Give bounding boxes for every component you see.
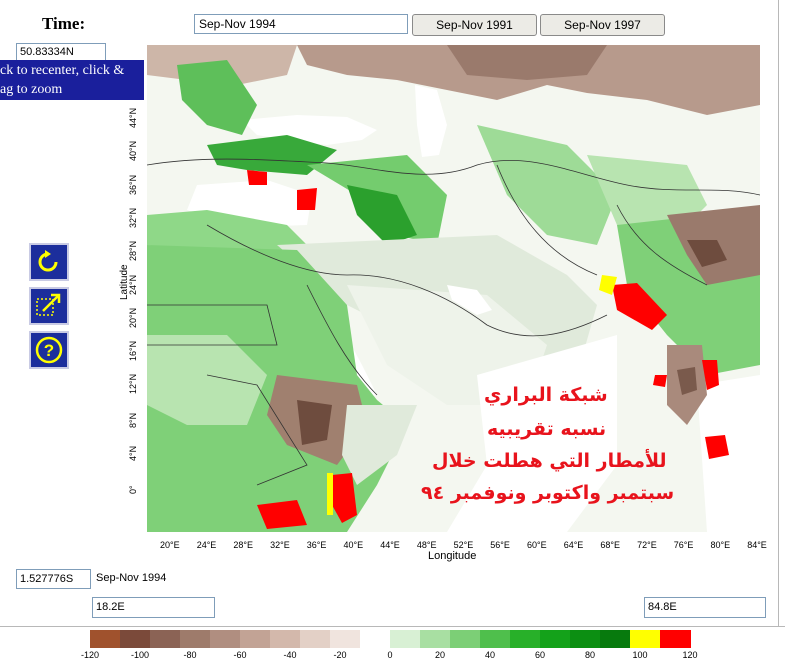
- bottom-latitude-field[interactable]: 1.527776S: [16, 569, 91, 589]
- colorbar-label: -60: [233, 650, 247, 660]
- lon-tick-label: 24°E: [196, 540, 217, 550]
- tooltip-line-2: ag to zoom: [0, 82, 63, 97]
- lon-tick-label: 28°E: [233, 540, 254, 550]
- zoom-out-icon: [36, 293, 61, 316]
- lat-tick-label: 36°N: [128, 174, 138, 195]
- lat-tick-label: 16°N: [128, 340, 138, 362]
- help-button[interactable]: ?: [29, 331, 69, 369]
- colorbar-swatch: [420, 630, 451, 648]
- lon-tick-label: 68°E: [600, 540, 621, 550]
- colorbar-swatch: [360, 630, 391, 648]
- colorbar-swatch: [300, 630, 331, 648]
- lon-tick-label: 52°E: [453, 540, 474, 550]
- lat-tick-label: 4°N: [128, 445, 138, 461]
- window-edge-bottom: [0, 626, 785, 627]
- colorbar-label: 40: [484, 650, 495, 660]
- lat-tick-label: 24°N: [128, 274, 138, 295]
- bottom-time-label: Sep-Nov 1994: [96, 572, 167, 584]
- prev-period-button[interactable]: Sep-Nov 1991: [412, 14, 537, 36]
- colorbar-label: 0: [387, 650, 393, 660]
- time-input[interactable]: [194, 14, 408, 34]
- help-icon: ?: [35, 336, 63, 364]
- annotation-line-1: شبكة البراري: [484, 384, 608, 406]
- lon-tick-label: 44°E: [380, 540, 400, 550]
- time-label: Time:: [42, 14, 86, 33]
- zoom-out-button[interactable]: [29, 287, 69, 325]
- lon-tick-label: 36°E: [306, 540, 327, 550]
- left-longitude-field[interactable]: 18.2E: [92, 597, 215, 618]
- colorbar-swatch: [450, 630, 481, 648]
- colorbar-swatch: [570, 630, 601, 648]
- lat-tick-label: 28°N: [128, 241, 138, 262]
- colorbar-swatch: [210, 630, 241, 648]
- lon-tick-label: 48°E: [416, 540, 437, 550]
- lat-tick-label: 12°N: [128, 374, 138, 395]
- window-edge-right: [778, 0, 779, 626]
- lat-tick-label: 32°N: [128, 207, 138, 228]
- colorbar-swatch: [660, 630, 691, 648]
- tooltip-line-1: ck to recenter, click &: [0, 63, 125, 78]
- rainfall-map[interactable]: [147, 45, 760, 532]
- lat-tick-label: 20°N: [128, 307, 138, 328]
- longitude-axis-label: Longitude: [428, 550, 477, 562]
- colorbar-swatch: [180, 630, 211, 648]
- colorbar-label: -100: [130, 650, 149, 660]
- lat-tick-label: 8°N: [128, 412, 138, 428]
- colorbar-swatch: [120, 630, 151, 648]
- refresh-button[interactable]: [29, 243, 69, 281]
- lon-tick-label: 20°E: [160, 540, 180, 550]
- colorbar-label: -120: [80, 650, 99, 660]
- colorbar-swatch: [540, 630, 571, 648]
- colorbar-swatch: [390, 630, 421, 648]
- lon-tick-label: 64°E: [563, 540, 584, 550]
- colorbar-label: 120: [682, 650, 698, 660]
- colorbar-label: 20: [434, 650, 445, 660]
- colorbar-label: -20: [333, 650, 347, 660]
- svg-text:?: ?: [44, 341, 54, 360]
- lon-tick-label: 76°E: [673, 540, 694, 550]
- lon-tick-label: 84°E: [747, 540, 767, 550]
- right-longitude-field[interactable]: 84.8E: [644, 597, 766, 618]
- colorbar-swatch: [630, 630, 661, 648]
- colorbar-swatch: [600, 630, 631, 648]
- colorbar-swatch: [510, 630, 541, 648]
- colorbar-swatch: [150, 630, 181, 648]
- lat-tick-label: 0°: [128, 485, 138, 495]
- annotation-line-4: سبتمبر واكتوبر ونوفمبر ٩٤: [421, 482, 675, 504]
- lon-tick-label: 60°E: [527, 540, 547, 550]
- annotation-line-3: للأمطار التي هطلت خلال: [432, 450, 667, 472]
- lat-tick-label: 44°N: [128, 107, 138, 128]
- colorbar-label: 60: [534, 650, 545, 660]
- lat-tick-label: 40°N: [128, 141, 138, 162]
- next-period-button[interactable]: Sep-Nov 1997: [540, 14, 665, 36]
- lon-tick-label: 80°E: [710, 540, 731, 550]
- map-hint-tooltip: ck to recenter, click & ag to zoom: [0, 60, 144, 100]
- colorbar-label: -40: [283, 650, 297, 660]
- lon-tick-label: 72°E: [637, 540, 657, 550]
- colorbar-swatch: [240, 630, 271, 648]
- colorbar-swatch: [330, 630, 361, 648]
- lon-tick-label: 40°E: [343, 540, 364, 550]
- colorbar-label: 80: [584, 650, 595, 660]
- map-canvas[interactable]: [147, 45, 760, 532]
- colorbar-label: 100: [632, 650, 648, 660]
- colorbar-swatch: [270, 630, 301, 648]
- colorbar-label: -80: [183, 650, 197, 660]
- lon-tick-label: 32°E: [270, 540, 290, 550]
- annotation-line-2: نسبه تقريبيه: [487, 418, 607, 440]
- refresh-icon: [38, 250, 58, 272]
- colorbar-swatch: [90, 630, 121, 648]
- colorbar-swatch: [480, 630, 511, 648]
- lon-tick-label: 56°E: [490, 540, 510, 550]
